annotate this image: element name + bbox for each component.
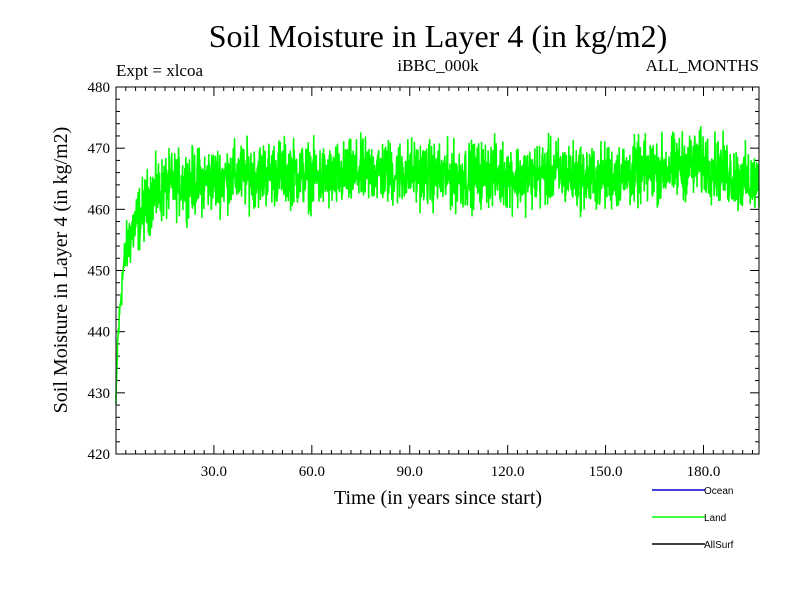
series-line-land: [115, 126, 760, 404]
x-tick-label: 30.0: [201, 464, 227, 480]
legend-entry-land: Land: [652, 513, 726, 524]
legend-label: Land: [704, 513, 726, 524]
months-label: ALL_MONTHS: [646, 56, 759, 75]
legend-label: AllSurf: [704, 540, 734, 551]
y-tick-label: 480: [88, 80, 111, 96]
x-tick-label: 180.0: [687, 464, 721, 480]
x-axis-label: Time (in years since start): [334, 487, 542, 509]
axis-tick-labels: 420 430 440 450 460 470 480 30.0 60.0 90.0 120.0 15…: [88, 80, 721, 480]
y-tick-label: 460: [88, 202, 111, 218]
x-tick-label: 90.0: [397, 464, 423, 480]
x-tick-label: 150.0: [589, 464, 623, 480]
run-id-label: iBBC_000k: [397, 56, 479, 75]
x-tick-label: 60.0: [299, 464, 325, 480]
x-tick-label: 120.0: [491, 464, 525, 480]
data-series: [115, 126, 760, 404]
y-tick-label: 430: [88, 386, 111, 402]
y-axis-label: Soil Moisture in Layer 4 (in kg/m2): [50, 127, 72, 414]
y-tick-label: 420: [88, 447, 111, 463]
y-tick-label: 440: [88, 325, 111, 341]
chart-title: Soil Moisture in Layer 4 (in kg/m2): [209, 18, 668, 54]
experiment-label: Expt = xlcoa: [116, 61, 203, 80]
legend: Ocean Land AllSurf: [652, 486, 734, 551]
legend-entry-ocean: Ocean: [652, 486, 733, 497]
plot-frame: [115, 86, 760, 455]
y-tick-label: 470: [88, 141, 111, 157]
legend-label: Ocean: [704, 486, 733, 497]
y-tick-label: 450: [88, 264, 111, 280]
legend-entry-allsurf: AllSurf: [652, 540, 734, 551]
